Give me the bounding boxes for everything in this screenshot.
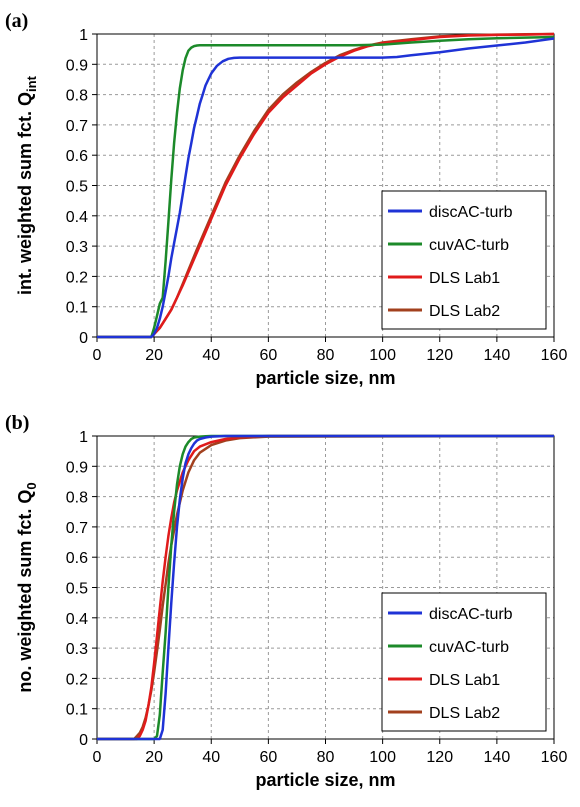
chart-a-y-tick-label: 0.5 (66, 179, 88, 196)
chart-b-x-tick-label: 40 (202, 749, 220, 766)
chart-b-y-tick-label: 0.3 (66, 641, 88, 658)
chart-b-series-line-dls-lab1 (97, 434, 554, 741)
chart-a-y-tick-label: 0.4 (66, 209, 88, 226)
chart-panel-a: (a) 0 20 40 60 80 100 120 140 160 0 0.1 0.2 0.3 0.4 0.5… (0, 0, 580, 400)
chart-panel-b: (b) 0 20 40 60 80 100 120 140 160 0 0.1 0.2 0.3 0.4 0.5… (0, 402, 580, 802)
chart-b-legend-box (381, 592, 547, 732)
chart-a-y-tick-label: 0.3 (66, 239, 88, 256)
chart-a-series-line-cuvac-turb (97, 35, 554, 339)
chart-b-legend-label: DLS Lab1 (429, 672, 500, 689)
chart-a-x-tick-label: 100 (369, 347, 396, 364)
chart-b-y-axis-title-main: no. weighted sum fct. Q (15, 490, 35, 693)
chart-b-x-tick-label: 120 (426, 749, 453, 766)
chart-b-x-tick-label: 160 (541, 749, 568, 766)
chart-b-legend-label: cuvAC-turb (429, 639, 509, 656)
chart-b-y-tick-label: 0.2 (66, 671, 88, 688)
chart-a-x-tick-label: 160 (541, 347, 568, 364)
chart-a-x-tick-label: 0 (93, 347, 102, 364)
chart-b-x-tick-label: 80 (317, 749, 335, 766)
chart-b-y-tick-label: 0.6 (66, 550, 88, 567)
chart-a-series-group (97, 32, 554, 339)
chart-b-svg: (b) 0 20 40 60 80 100 120 140 160 0 0.1 0.2 0.3 0.4 0.5… (5, 412, 568, 790)
chart-b-panel-label: (b) (5, 412, 29, 434)
chart-a-x-tick-label: 20 (145, 347, 163, 364)
chart-a-x-tick-label: 40 (202, 347, 220, 364)
chart-a-legend: discAC-turb cuvAC-turb DLS Lab1 DLS Lab2 (381, 190, 547, 330)
chart-a-y-tick-label: 0.6 (66, 148, 88, 165)
chart-b-series-line-discac-turb (97, 434, 554, 741)
chart-b-y-tick-label: 0.4 (66, 611, 88, 628)
chart-a-x-tick-label: 80 (317, 347, 335, 364)
chart-a-x-tick-label: 60 (259, 347, 277, 364)
chart-b-x-tick-label: 60 (259, 749, 277, 766)
chart-a-y-tick-label: 0.1 (66, 300, 88, 317)
chart-b-y-tick-label: 0.5 (66, 581, 88, 598)
chart-b-y-tick-label: 0.9 (66, 459, 88, 476)
chart-b-y-tick-label: 0 (79, 732, 88, 749)
chart-b-y-tick-label: 1 (79, 429, 88, 446)
chart-a-svg: (a) 0 20 40 60 80 100 120 140 160 0 0.1 0.2 0.3 0.4 0.5… (5, 10, 568, 388)
chart-a-panel-label: (a) (5, 10, 28, 32)
chart-a-y-axis-title-main: int. weighted sum fct. Q (15, 92, 35, 295)
chart-a-x-axis-title: particle size, nm (255, 368, 395, 388)
chart-b-y-axis-title: no. weighted sum fct. Q0 (15, 482, 39, 692)
chart-b-y-tick-label: 0.8 (66, 490, 88, 507)
chart-b-y-axis-title-subscript: 0 (24, 482, 39, 489)
chart-b-legend: discAC-turb cuvAC-turb DLS Lab1 DLS Lab2 (381, 592, 547, 732)
chart-a-y-axis-title-subscript: int (24, 75, 39, 92)
chart-b-legend-label: discAC-turb (429, 606, 513, 623)
chart-a-series-line-dls-lab1 (97, 32, 554, 339)
chart-b-x-tick-label: 100 (369, 749, 396, 766)
chart-a-y-tick-label: 0.7 (66, 118, 88, 135)
chart-b-series-line-cuvac-turb (97, 434, 554, 741)
chart-a-y-tick-label: 0.8 (66, 88, 88, 105)
chart-a-x-tick-label: 140 (484, 347, 511, 364)
chart-b-legend-label: DLS Lab2 (429, 705, 500, 722)
chart-a-y-tick-label: 0 (79, 330, 88, 347)
chart-a-series-line-discac-turb (97, 37, 554, 339)
chart-b-y-tick-label: 0.1 (66, 702, 88, 719)
chart-b-series-group (97, 434, 554, 741)
chart-b-y-tick-label: 0.7 (66, 520, 88, 537)
chart-b-x-tick-label: 20 (145, 749, 163, 766)
chart-a-legend-label: DLS Lab1 (429, 270, 500, 287)
chart-b-x-axis-title: particle size, nm (255, 770, 395, 790)
chart-a-x-tick-label: 120 (426, 347, 453, 364)
chart-a-y-axis-title: int. weighted sum fct. Qint (15, 75, 39, 295)
chart-a-legend-label: discAC-turb (429, 204, 513, 221)
chart-b-x-tick-label: 0 (93, 749, 102, 766)
chart-b-x-tick-label: 140 (484, 749, 511, 766)
chart-a-legend-label: DLS Lab2 (429, 303, 500, 320)
chart-a-y-tick-label: 1 (79, 27, 88, 44)
chart-a-y-tick-label: 0.2 (66, 269, 88, 286)
chart-a-y-tick-label: 0.9 (66, 57, 88, 74)
chart-a-legend-box (381, 190, 547, 330)
chart-a-legend-label: cuvAC-turb (429, 237, 509, 254)
